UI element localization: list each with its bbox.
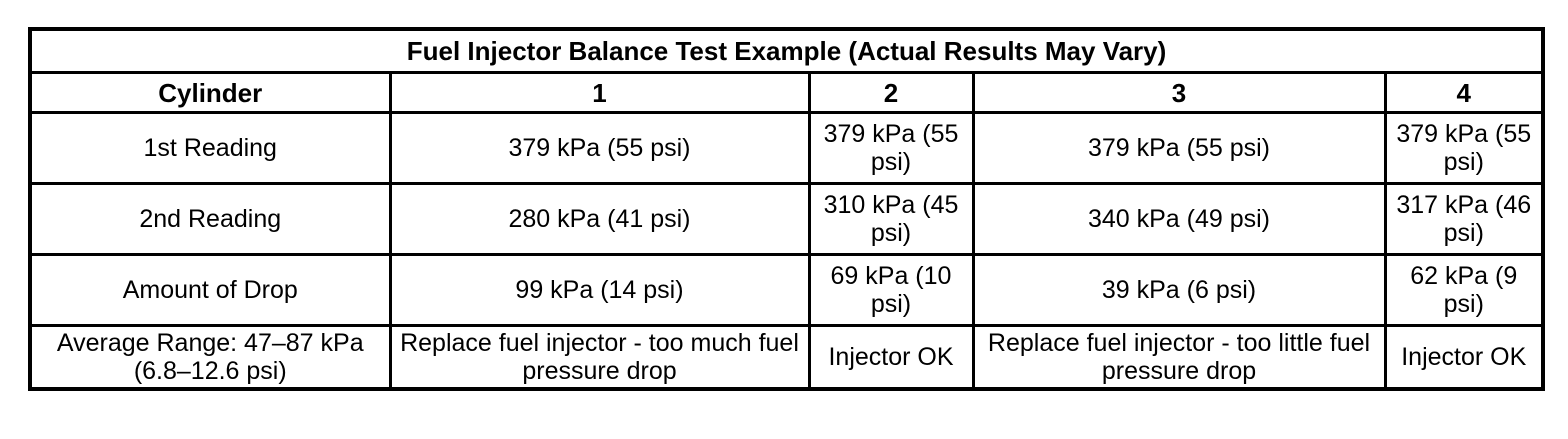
cell-2nd-reading-cyl2: 310 kPa (45 psi) xyxy=(807,182,975,256)
cell-drop-cyl4: 62 kPa (9 psi) xyxy=(1383,253,1545,327)
cell-drop-cyl3: 39 kPa (6 psi) xyxy=(971,253,1387,327)
column-header-row: Cylinder 1 2 3 4 xyxy=(28,71,1545,114)
column-header-1: 1 xyxy=(388,71,811,114)
row-label-1st-reading: 1st Reading xyxy=(28,111,392,185)
table-title: Fuel Injector Balance Test Example (Actu… xyxy=(28,27,1545,74)
column-header-3: 3 xyxy=(971,71,1387,114)
cell-2nd-reading-cyl3: 340 kPa (49 psi) xyxy=(971,182,1387,256)
cell-result-cyl1: Replace fuel injector - too much fuel pr… xyxy=(388,324,811,391)
cell-2nd-reading-cyl4: 317 kPa (46 psi) xyxy=(1383,182,1545,256)
cell-result-cyl3: Replace fuel injector - too little fuel … xyxy=(971,324,1387,391)
row-label-average-range: Average Range: 47–87 kPa (6.8–12.6 psi) xyxy=(28,324,392,391)
cell-2nd-reading-cyl1: 280 kPa (41 psi) xyxy=(388,182,811,256)
cell-drop-cyl1: 99 kPa (14 psi) xyxy=(388,253,811,327)
row-average-range-results: Average Range: 47–87 kPa (6.8–12.6 psi) … xyxy=(28,324,1545,391)
cell-1st-reading-cyl1: 379 kPa (55 psi) xyxy=(388,111,811,185)
table-title-row: Fuel Injector Balance Test Example (Actu… xyxy=(28,27,1545,74)
cell-result-cyl2: Injector OK xyxy=(807,324,975,391)
row-amount-of-drop: Amount of Drop 99 kPa (14 psi) 69 kPa (1… xyxy=(28,253,1545,327)
column-header-2: 2 xyxy=(807,71,975,114)
row-2nd-reading: 2nd Reading 280 kPa (41 psi) 310 kPa (45… xyxy=(28,182,1545,256)
cell-1st-reading-cyl3: 379 kPa (55 psi) xyxy=(971,111,1387,185)
fuel-injector-balance-table: Fuel Injector Balance Test Example (Actu… xyxy=(28,27,1546,391)
row-label-amount-of-drop: Amount of Drop xyxy=(28,253,392,327)
cell-1st-reading-cyl4: 379 kPa (55 psi) xyxy=(1383,111,1545,185)
row-label-2nd-reading: 2nd Reading xyxy=(28,182,392,256)
column-header-4: 4 xyxy=(1383,71,1545,114)
row-1st-reading: 1st Reading 379 kPa (55 psi) 379 kPa (55… xyxy=(28,111,1545,185)
cell-drop-cyl2: 69 kPa (10 psi) xyxy=(807,253,975,327)
cell-result-cyl4: Injector OK xyxy=(1383,324,1545,391)
cell-1st-reading-cyl2: 379 kPa (55 psi) xyxy=(807,111,975,185)
column-header-cylinder: Cylinder xyxy=(28,71,392,114)
